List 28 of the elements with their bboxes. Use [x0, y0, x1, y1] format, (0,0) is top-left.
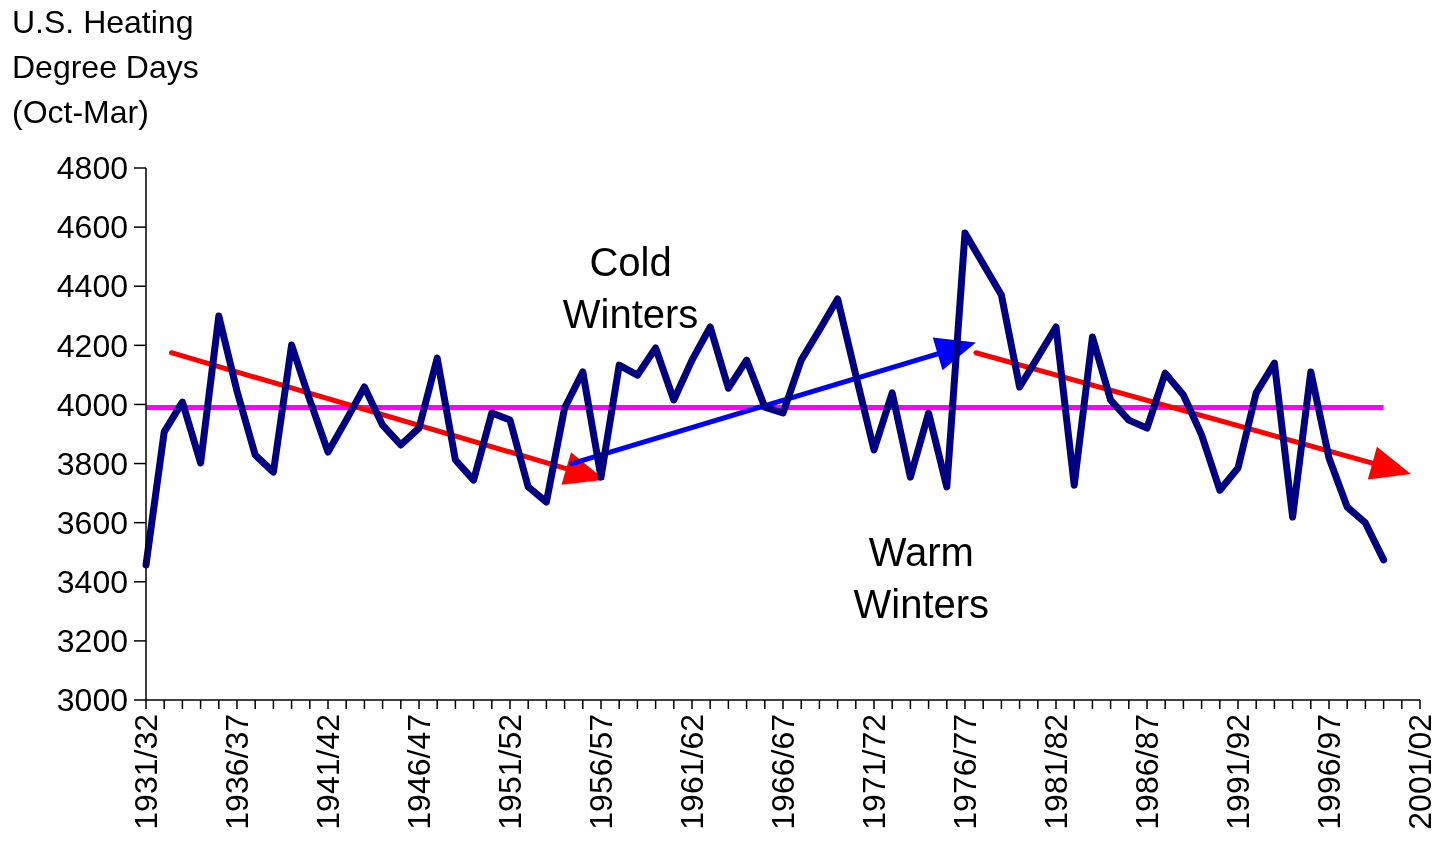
x-tick-label: 1991/92	[1220, 714, 1257, 830]
y-tick-label: 3000	[56, 682, 128, 719]
annotation: Cold Winters	[562, 240, 699, 337]
x-tick-label: 1946/47	[401, 714, 438, 830]
x-tick-label: 1966/67	[765, 714, 802, 830]
y-tick-label: 4400	[56, 268, 128, 305]
y-tick-label: 4200	[56, 327, 128, 364]
x-tick-label: 1986/87	[1129, 714, 1166, 830]
y-axis-title: U.S. Heating Degree Days (Oct-Mar)	[12, 4, 199, 130]
x-tick-label: 1996/97	[1311, 714, 1348, 830]
x-tick-label: 1941/42	[310, 714, 347, 830]
x-tick-label: 1951/52	[492, 714, 529, 830]
y-tick-label: 4800	[56, 150, 128, 187]
x-tick-label: 2001/02	[1402, 714, 1439, 830]
x-tick-label: 1956/57	[583, 714, 620, 830]
y-tick-label: 3800	[56, 445, 128, 482]
x-tick-label: 1961/62	[674, 714, 711, 830]
y-tick-label: 4600	[56, 209, 128, 246]
x-tick-label: 1931/32	[128, 714, 165, 830]
annotation: Warm Winters	[853, 530, 990, 627]
x-tick-label: 1981/82	[1038, 714, 1075, 830]
x-tick-label: 1976/77	[947, 714, 984, 830]
y-tick-label: 3400	[56, 563, 128, 600]
y-tick-label: 3200	[56, 623, 128, 660]
y-tick-label: 3600	[56, 504, 128, 541]
x-tick-label: 1936/37	[219, 714, 256, 830]
y-tick-label: 4000	[56, 386, 128, 423]
x-tick-label: 1971/72	[856, 714, 893, 830]
